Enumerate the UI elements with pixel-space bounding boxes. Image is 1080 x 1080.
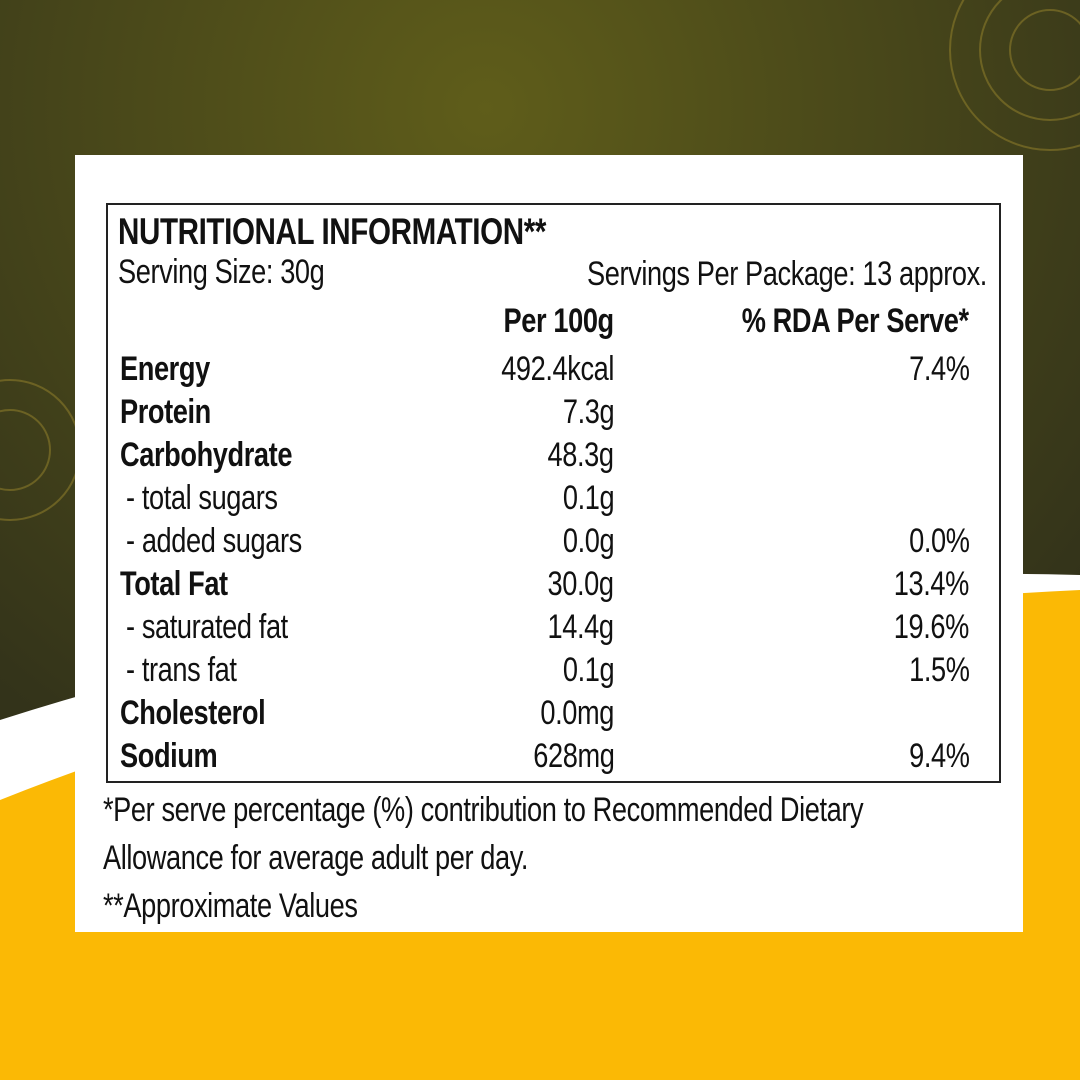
nutrient-label: - trans fat	[126, 651, 237, 689]
per100-value: 48.3g	[547, 436, 614, 474]
nutrient-label: Total Fat	[120, 565, 228, 603]
rda-value: 19.6%	[893, 608, 970, 646]
table-row: Energy 492.4kcal 7.4%	[108, 350, 999, 393]
column-header-rda: % RDA Per Serve*	[742, 302, 969, 340]
table-row: - added sugars 0.0g 0.0%	[108, 522, 999, 565]
per100-value: 628mg	[532, 737, 615, 775]
footnote-approximate: **Approximate Values	[103, 887, 358, 925]
nutrient-label: - total sugars	[126, 479, 278, 517]
per100-value: 0.1g	[562, 651, 615, 689]
table-row: Total Fat 30.0g 13.4%	[108, 565, 999, 608]
rda-value: 9.4%	[908, 737, 970, 775]
column-header-per100: Per 100g	[503, 302, 615, 340]
table-row: Cholesterol 0.0mg	[108, 694, 999, 737]
nutrient-label: - added sugars	[126, 522, 302, 560]
table-title: NUTRITIONAL INFORMATION**	[118, 211, 546, 252]
rda-value: 0.0%	[908, 522, 970, 560]
per100-value: 492.4kcal	[501, 350, 614, 388]
table-row: Protein 7.3g	[108, 393, 999, 436]
table-row: - total sugars 0.1g	[108, 479, 999, 522]
nutrition-table: NUTRITIONAL INFORMATION** Serving Size: …	[106, 203, 1001, 783]
nutrient-label: Cholesterol	[120, 694, 266, 732]
per100-value: 0.0mg	[540, 694, 614, 732]
per100-value: 14.4g	[547, 608, 614, 646]
nutrient-label: Energy	[120, 350, 210, 388]
footnote-rda: *Per serve percentage (%) contribution t…	[103, 791, 864, 829]
nutrient-label: Carbohydrate	[120, 436, 293, 474]
per100-value: 30.0g	[547, 565, 614, 603]
serving-size: Serving Size: 30g	[118, 253, 325, 291]
rda-value: 7.4%	[908, 350, 970, 388]
footnote-allowance: Allowance for average adult per day.	[103, 839, 529, 877]
per100-value: 0.1g	[562, 479, 615, 517]
table-row: - saturated fat 14.4g 19.6%	[108, 608, 999, 651]
table-row: - trans fat 0.1g 1.5%	[108, 651, 999, 694]
nutrient-label: Protein	[120, 393, 211, 431]
per100-value: 0.0g	[562, 522, 615, 560]
table-row: Sodium 628mg 9.4%	[108, 737, 999, 780]
nutrient-label: Sodium	[120, 737, 218, 775]
rda-value: 1.5%	[908, 651, 970, 689]
nutrient-label: - saturated fat	[126, 608, 288, 646]
nutrition-card: NUTRITIONAL INFORMATION** Serving Size: …	[75, 155, 1023, 932]
per100-value: 7.3g	[562, 393, 615, 431]
rda-value: 13.4%	[893, 565, 970, 603]
table-row: Carbohydrate 48.3g	[108, 436, 999, 479]
servings-per-package: Servings Per Package: 13 approx.	[587, 255, 987, 293]
